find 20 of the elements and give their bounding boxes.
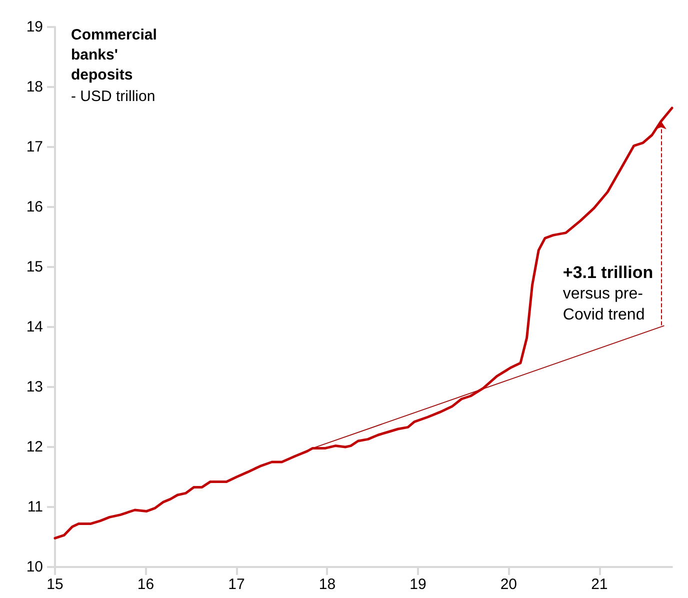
x-tick-label: 16	[137, 576, 154, 593]
x-tick-label: 19	[410, 576, 426, 593]
y-tick-label: 18	[26, 78, 43, 96]
x-tick-label: 17	[228, 576, 245, 593]
y-tick-label: 12	[26, 438, 43, 456]
y-tick-label: 15	[26, 258, 43, 276]
y-tick-label: 13	[26, 378, 43, 396]
text: Commercial banks' deposits	[71, 26, 162, 84]
x-tick-label: 15	[46, 576, 64, 593]
y-tick-label: 11	[27, 498, 43, 516]
y-tick-label: 17	[26, 138, 43, 156]
y-tick-label: 16	[26, 198, 43, 216]
x-tick-label: 18	[318, 576, 336, 593]
text: - USD trillion	[71, 88, 156, 105]
y-tick-label: 10	[26, 558, 43, 576]
y-tick-label: 14	[26, 318, 43, 336]
x-tick-label: 20	[500, 576, 518, 593]
x-tick-label: 21	[591, 576, 608, 593]
y-tick-label: 19	[26, 18, 43, 36]
annotation: +3.1 trillion versus pre- Covid trend	[562, 263, 654, 324]
